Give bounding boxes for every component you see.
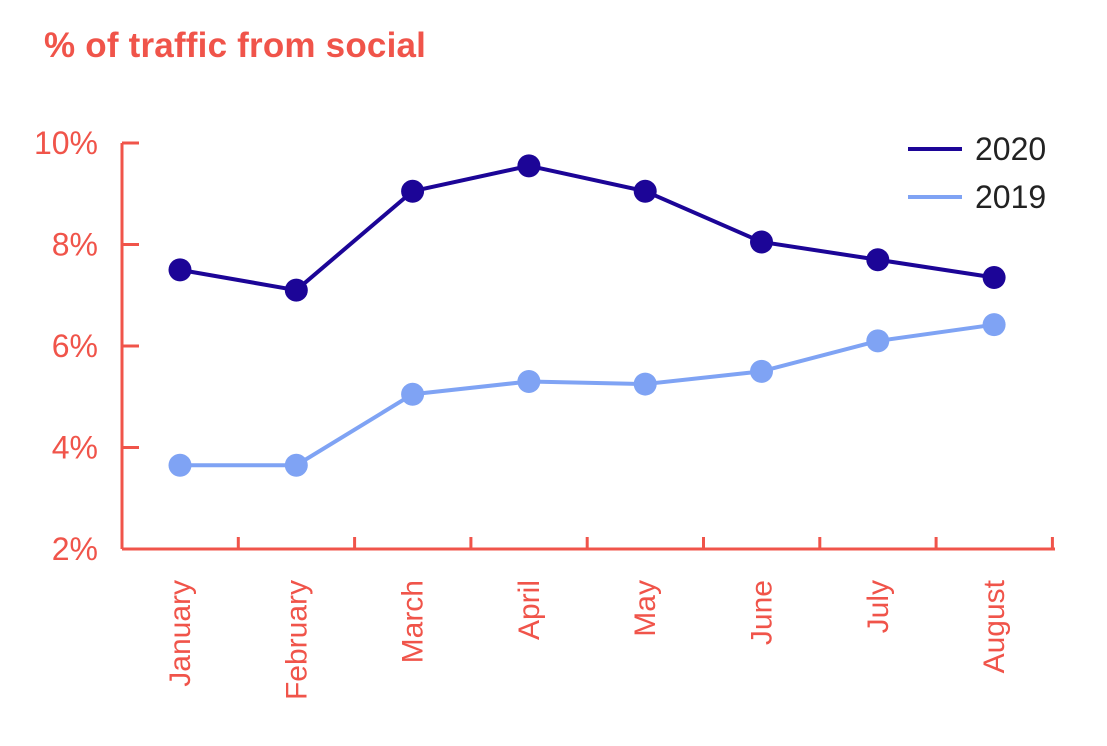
x-tick-label: April <box>513 580 546 640</box>
x-tick-label: July <box>862 580 895 633</box>
x-tick-label: February <box>280 580 313 700</box>
series-line-2020 <box>179 163 995 293</box>
y-tick-label: 2% <box>52 531 98 567</box>
data-point-2019 <box>401 382 425 406</box>
y-tick-label: 4% <box>52 430 98 466</box>
data-point-2019 <box>284 453 308 477</box>
data-point-2020 <box>633 179 657 203</box>
data-point-2020 <box>168 258 192 282</box>
chart-title: % of traffic from social <box>44 26 427 65</box>
legend-label-2020: 2020 <box>975 131 1046 167</box>
x-tick-label: August <box>978 579 1011 673</box>
data-point-2020 <box>982 265 1006 289</box>
data-point-2019 <box>750 359 773 383</box>
legend-label-2019: 2019 <box>975 179 1046 215</box>
y-tick-label: 8% <box>52 227 98 263</box>
data-point-2020 <box>284 278 308 302</box>
x-tick-label: May <box>629 580 662 637</box>
x-tick-label: January <box>164 580 197 687</box>
data-point-2019 <box>517 370 541 394</box>
data-point-2020 <box>750 230 773 254</box>
series-2019 <box>168 313 1006 477</box>
data-point-2020 <box>866 248 890 272</box>
series-line-2019 <box>180 322 995 468</box>
data-point-2019 <box>982 313 1006 337</box>
data-point-2020 <box>401 179 425 203</box>
x-tick-label: March <box>397 580 430 663</box>
data-point-2019 <box>168 453 192 477</box>
data-point-2019 <box>633 372 657 396</box>
series-2020 <box>168 154 1006 302</box>
y-tick-label: 10% <box>34 125 98 161</box>
x-tick-label: June <box>746 580 779 645</box>
data-point-2020 <box>517 154 541 178</box>
y-tick-label: 6% <box>52 328 98 364</box>
data-point-2019 <box>866 329 890 353</box>
